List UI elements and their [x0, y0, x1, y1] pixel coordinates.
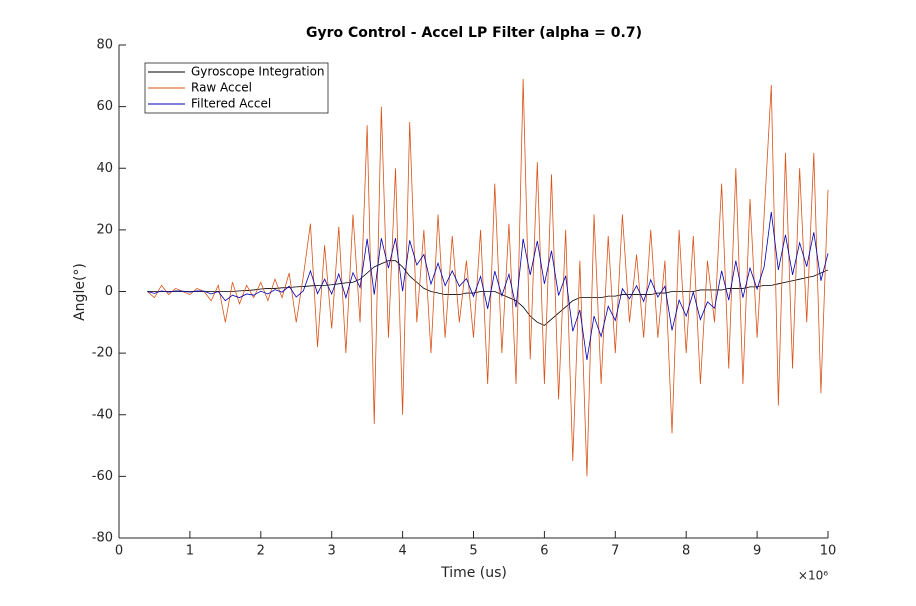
chart-title: Gyro Control - Accel LP Filter (alpha = …: [306, 25, 642, 41]
x-tick-label: 2: [257, 544, 265, 559]
x-tick-label: 6: [540, 544, 548, 559]
legend-label: Filtered Accel: [191, 97, 271, 111]
y-tick-label: 20: [96, 222, 113, 237]
x-tick-label: 0: [115, 544, 123, 559]
y-axis-label: Angle(°): [72, 263, 88, 321]
series-line: [147, 260, 829, 326]
x-tick-label: 8: [682, 544, 690, 559]
y-tick-label: 40: [96, 161, 113, 176]
y-tick-label: 0: [105, 284, 113, 299]
x-tick-label: 9: [753, 544, 761, 559]
y-tick-label: 80: [96, 38, 113, 53]
x-tick-label: 3: [328, 544, 336, 559]
series-line: [147, 211, 829, 360]
y-tick-label: -80: [92, 531, 113, 546]
y-tick-label: -60: [92, 469, 113, 484]
legend: Gyroscope Integration Raw Accel Filtered A…: [144, 62, 329, 114]
series-line: [147, 78, 829, 477]
x-exponent: ×10⁶: [798, 569, 828, 583]
x-tick-label: 1: [186, 544, 194, 559]
x-tick-label: 10: [820, 544, 837, 559]
legend-label: Raw Accel: [191, 81, 252, 95]
x-tick-label: 5: [469, 544, 477, 559]
y-tick-label: -20: [92, 346, 113, 361]
y-tick-label: 60: [96, 99, 113, 114]
legend-label: Gyroscope Integration: [191, 65, 325, 79]
y-tick-label: -40: [92, 407, 113, 422]
x-tick-label: 7: [611, 544, 619, 559]
x-tick-label: 4: [398, 544, 406, 559]
x-axis-label: Time (us): [440, 565, 507, 581]
